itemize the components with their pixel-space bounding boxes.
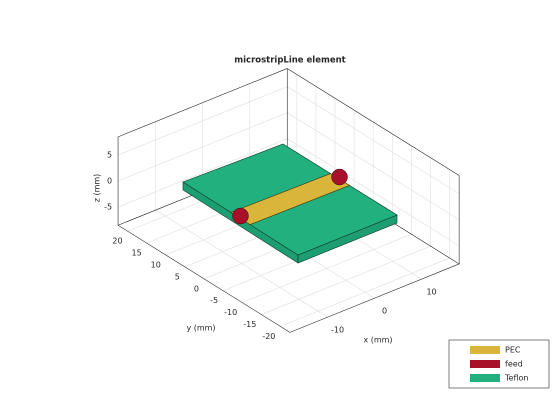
y-tick-label: -20	[262, 332, 275, 341]
legend-label: feed	[505, 360, 523, 369]
axis-frame	[287, 68, 460, 176]
y-axis-label: y (mm)	[186, 324, 215, 333]
x-tick-label: 0	[382, 307, 387, 316]
x-tick-label: 10	[426, 288, 436, 297]
grid-line	[242, 233, 412, 303]
z-tick-label: 0	[107, 177, 112, 186]
axis-frame	[117, 224, 291, 333]
grid-line	[117, 112, 288, 182]
y-tick-label: -5	[210, 296, 218, 305]
y-tick-label: 0	[194, 284, 199, 293]
axis-frame	[289, 263, 460, 333]
grid-line	[287, 112, 460, 221]
legend-label: PEC	[505, 346, 521, 355]
grid-line	[287, 86, 460, 195]
y-tick-label: -10	[224, 308, 237, 317]
y-tick-label: 10	[151, 261, 161, 270]
antenna	[182, 143, 398, 264]
x-tick-label: -10	[331, 326, 344, 335]
legend: PEC feed Teflon	[470, 346, 528, 383]
grid-line	[117, 86, 288, 156]
legend-swatch	[470, 360, 500, 368]
chart-title: microstripLine element	[234, 56, 345, 66]
y-tick-label: 20	[112, 237, 122, 246]
axis-frame	[117, 68, 288, 138]
feed	[232, 207, 249, 225]
z-axis-label: z (mm)	[93, 174, 102, 203]
y-tick-label: 5	[175, 272, 180, 281]
legend-label: Teflon	[504, 374, 528, 383]
z-tick-label: -5	[104, 203, 112, 212]
feed	[331, 168, 348, 186]
y-tick-label: -15	[243, 320, 256, 329]
grid-line	[117, 138, 288, 208]
y-tick-label: 15	[132, 249, 142, 258]
grid-line	[287, 138, 460, 247]
legend-swatch	[470, 346, 500, 354]
grid-line	[280, 257, 450, 327]
z-tick-label: 5	[107, 151, 112, 160]
x-axis-label: x (mm)	[363, 336, 392, 345]
legend-swatch	[470, 374, 500, 382]
grid-line	[261, 245, 431, 315]
